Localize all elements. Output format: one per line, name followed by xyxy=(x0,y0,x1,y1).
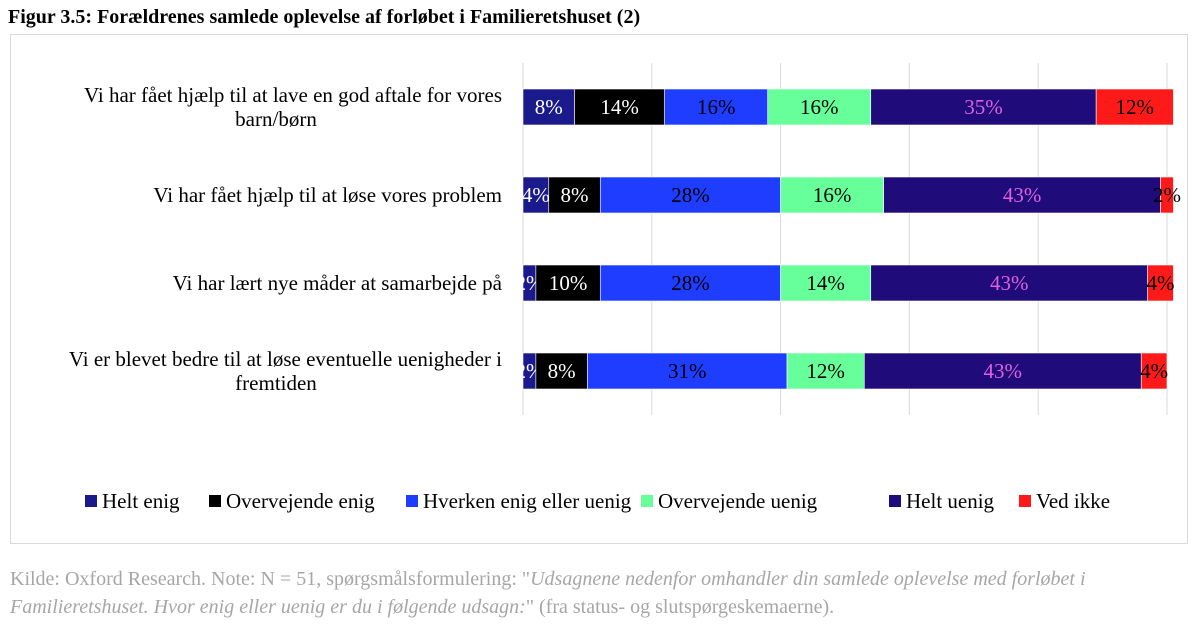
source-suffix: " (fra status- og slutspørgeskemaerne). xyxy=(525,596,835,618)
chart-frame: 8% 14% 16% 16% 35% 12% 4% 8% 28% 16% 43% 2% 2% 10% 28%… xyxy=(10,34,1188,544)
legend-swatch xyxy=(406,495,418,507)
source-note: Kilde: Oxford Research. Note: N = 51, sp… xyxy=(10,565,1190,621)
legend-label: Helt enig xyxy=(102,489,180,513)
bar-segment xyxy=(587,352,788,390)
legend-item: Overvejende uenig xyxy=(641,489,818,513)
data-label: 28% xyxy=(671,183,710,207)
data-label: 4% xyxy=(1147,271,1175,295)
bar-segment xyxy=(1095,88,1174,126)
stacked-bar-chart: 8% 14% 16% 16% 35% 12% 4% 8% 28% 16% 43% 2%2% 10% 28%… xyxy=(69,63,1181,513)
bar-row: 8% 14% 16% 16% 35% 12% xyxy=(522,88,1174,126)
data-label: 14% xyxy=(806,271,845,295)
data-label: 8% xyxy=(561,183,589,207)
source-question: Udsagnene nedenfor omhandler din samlede… xyxy=(10,568,1086,618)
bar-segment xyxy=(883,176,1161,214)
category-label: Vi har fået hjælp til at løse vores prob… xyxy=(153,183,502,207)
data-label: 14% xyxy=(600,95,639,119)
legend-item: Overvejende enig xyxy=(209,489,375,513)
bar-row: 2% 10% 28% 14% 43% 4% xyxy=(515,264,1175,302)
data-label: 4% xyxy=(522,183,550,207)
bar-segment xyxy=(780,264,872,302)
bar-segment xyxy=(548,176,601,214)
category-label: Vi har fået hjælp til at lave en god aft… xyxy=(84,83,502,131)
category-label-line: Vi er blevet bedre til at løse eventuell… xyxy=(69,347,502,371)
legend-swatch xyxy=(1019,495,1031,507)
data-label: 4% xyxy=(1140,359,1168,383)
legend-swatch xyxy=(209,495,221,507)
data-label: 10% xyxy=(549,271,588,295)
bar-row: 2% 8% 31% 12% 43% 4% xyxy=(515,352,1168,390)
data-label: 43% xyxy=(990,271,1029,295)
category-label-line: barn/børn xyxy=(235,107,317,131)
bar-segment xyxy=(599,264,781,302)
category-label-line: Vi har lært nye måder at samarbejde på xyxy=(173,271,503,295)
bar-segment xyxy=(535,352,588,390)
bar-segment xyxy=(1160,176,1174,214)
bar-segment xyxy=(535,264,601,302)
legend-swatch xyxy=(889,495,901,507)
bar-segment xyxy=(780,176,884,214)
legend-swatch xyxy=(641,495,653,507)
legend-swatch xyxy=(85,495,97,507)
legend-item: Hverken enig eller uenig xyxy=(406,489,632,513)
bar-segment xyxy=(786,352,865,390)
bar-segment xyxy=(1147,264,1174,302)
data-label: 16% xyxy=(813,183,852,207)
data-label: 43% xyxy=(984,359,1023,383)
bar-segment xyxy=(870,264,1148,302)
data-label: 28% xyxy=(671,271,710,295)
bar-segment xyxy=(870,88,1097,126)
category-label-line: Vi har fået hjælp til at lave en god aft… xyxy=(84,83,502,107)
legend-item: Helt enig xyxy=(85,489,180,513)
category-label: Vi er blevet bedre til at løse eventuell… xyxy=(69,347,502,395)
data-label: 12% xyxy=(806,359,845,383)
legend-label: Hverken enig eller uenig xyxy=(423,489,632,513)
legend: Helt enig Overvejende enig Hverken enig el… xyxy=(85,489,1110,513)
bar-row: 4% 8% 28% 16% 43% 2% xyxy=(522,176,1181,214)
data-label: 16% xyxy=(800,95,839,119)
category-label-line: Vi har fået hjælp til at løse vores prob… xyxy=(153,183,502,207)
category-label: Vi har lært nye måder at samarbejde på xyxy=(173,271,503,295)
data-label: 8% xyxy=(535,95,563,119)
bar-segment xyxy=(767,88,872,126)
bars: 8% 14% 16% 16% 35% 12% 4% 8% 28% 16% 43% 2%2% 10% 28%… xyxy=(515,88,1181,390)
legend-label: Helt uenig xyxy=(906,489,995,513)
data-label: 12% xyxy=(1116,95,1155,119)
category-label-line: fremtiden xyxy=(235,371,317,395)
source-prefix: Kilde: Oxford Research. Note: N = 51, sp… xyxy=(10,568,531,590)
category-labels: Vi har fået hjælp til at lave en god aft… xyxy=(69,83,503,395)
legend-label: Overvejende enig xyxy=(226,489,375,513)
data-label: 2% xyxy=(1153,183,1181,207)
figure-title: Figur 3.5: Forældrenes samlede oplevelse… xyxy=(8,6,641,28)
bar-segment xyxy=(522,176,550,214)
bar-segment xyxy=(864,352,1142,390)
legend-item: Ved ikke xyxy=(1019,489,1110,513)
bar-segment xyxy=(599,176,781,214)
data-label: 35% xyxy=(964,95,1003,119)
data-label: 8% xyxy=(548,359,576,383)
legend-item: Helt uenig xyxy=(889,489,995,513)
legend-label: Ved ikke xyxy=(1036,489,1110,513)
data-label: 16% xyxy=(697,95,736,119)
bar-segment xyxy=(522,88,575,126)
data-label: 43% xyxy=(1003,183,1042,207)
legend-label: Overvejende uenig xyxy=(658,489,818,513)
bar-segment xyxy=(1140,352,1168,390)
data-label: 31% xyxy=(668,359,707,383)
